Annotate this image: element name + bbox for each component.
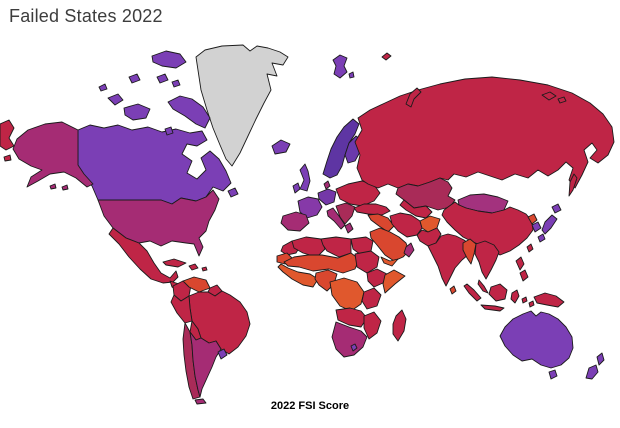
region-new-guinea[interactable]: New Guinea — [533, 292, 565, 308]
region-australia[interactable]: Australia — [499, 310, 574, 369]
region-turkey[interactable]: Turkey — [353, 203, 391, 216]
region-chukotka[interactable]: Russia (Chukotka) — [0, 119, 15, 162]
region-scandinavia[interactable]: Norway and Sweden — [322, 118, 360, 179]
region-southern-africa[interactable]: Southern Africa — [331, 321, 368, 358]
region-italy[interactable]: Italy — [326, 207, 346, 230]
region-yemen[interactable]: Yemen — [380, 256, 399, 267]
region-somalia[interactable]: Somalia — [382, 269, 406, 294]
region-north-korea[interactable]: North Korea — [527, 213, 538, 225]
region-indochina[interactable]: Indochina — [474, 240, 500, 280]
region-argentina[interactable]: Argentina — [189, 331, 222, 398]
region-uk[interactable]: United Kingdom — [299, 163, 311, 192]
region-kenya-tanzania[interactable]: Kenya and Tanzania — [361, 287, 382, 310]
region-philippines[interactable]: Philippines — [515, 256, 529, 282]
region-oman[interactable]: Oman — [403, 242, 415, 258]
region-south-korea[interactable]: South Korea — [531, 221, 542, 233]
region-mozambique[interactable]: Mozambique and Zimbabwe — [363, 311, 382, 340]
region-greece[interactable]: Greece — [344, 222, 354, 234]
region-new-zealand[interactable]: New Zealand — [585, 352, 605, 380]
region-uruguay[interactable]: Uruguay — [217, 348, 228, 360]
region-germany[interactable]: Germany — [317, 188, 337, 206]
region-cuba[interactable]: Cuba — [162, 258, 187, 268]
region-russia[interactable]: Russia — [354, 76, 615, 189]
region-france[interactable]: France — [297, 196, 323, 219]
region-canada[interactable]: Canada — [77, 124, 232, 205]
region-mexico[interactable]: Mexico — [108, 227, 179, 284]
region-hispaniola[interactable]: Hispaniola — [188, 263, 208, 272]
region-libya[interactable]: Libya — [320, 236, 352, 258]
region-congo[interactable]: Central Africa — [329, 277, 365, 312]
region-tierra-del-fuego[interactable]: Tierra del Fuego — [194, 398, 207, 405]
region-iberia[interactable]: Spain and Portugal — [280, 211, 310, 232]
page-title: Failed States 2022 — [9, 6, 163, 26]
region-myanmar[interactable]: Myanmar — [462, 238, 477, 265]
region-taiwan[interactable]: Taiwan — [526, 243, 534, 253]
region-sudan[interactable]: Sudan — [354, 250, 380, 274]
region-balkans[interactable]: Balkans — [335, 202, 356, 225]
region-russian-arctic[interactable]: Russian Arctic Islands — [381, 52, 567, 104]
region-sri-lanka[interactable]: Sri Lanka — [449, 285, 457, 295]
region-east-europe[interactable]: Eastern Europe — [335, 180, 381, 207]
region-arctic-islands[interactable]: Canada Arctic Islands — [98, 50, 239, 198]
region-greenland[interactable]: Greenland (no data) — [195, 44, 289, 167]
map-caption: 2022 FSI Score — [270, 400, 350, 412]
region-alaska[interactable]: United States (Alaska) — [12, 121, 94, 191]
region-sahel[interactable]: Sahel — [283, 252, 360, 274]
region-japan[interactable]: Japan — [537, 203, 562, 243]
region-madagascar[interactable]: Madagascar — [392, 309, 407, 342]
region-tasmania[interactable]: Tasmania — [548, 369, 558, 380]
region-algeria[interactable]: Algeria — [291, 236, 326, 258]
region-syria-iraq[interactable]: Syria and Iraq — [367, 213, 395, 233]
region-denmark[interactable]: Denmark — [323, 180, 331, 190]
region-sakhalin[interactable]: Sakhalin — [568, 173, 578, 197]
region-iran[interactable]: Iran — [389, 212, 423, 238]
region-lesotho[interactable]: Lesotho — [350, 343, 358, 352]
region-west-africa[interactable]: West Africa — [277, 263, 319, 288]
region-malaysia[interactable]: Malaysia — [477, 279, 489, 294]
region-svalbard[interactable]: Svalbard — [332, 54, 355, 79]
region-novaya-zemlya[interactable]: Novaya Zemlya — [405, 87, 422, 108]
region-ireland[interactable]: Ireland — [292, 182, 301, 194]
region-usa[interactable]: United States — [97, 189, 220, 257]
region-iceland[interactable]: Iceland — [271, 139, 291, 155]
region-indonesia[interactable]: Indonesia — [463, 283, 535, 312]
region-india[interactable]: India — [427, 233, 472, 287]
region-china[interactable]: China — [441, 201, 534, 256]
region-pakistan[interactable]: Pakistan — [416, 227, 442, 247]
